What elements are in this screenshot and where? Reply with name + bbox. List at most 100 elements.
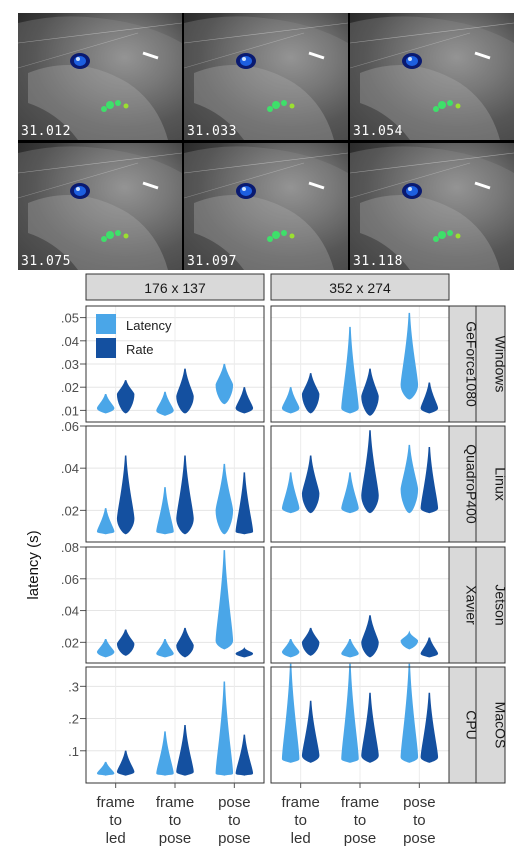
x-tick-label: pose bbox=[344, 830, 377, 847]
violin-latency bbox=[96, 393, 115, 414]
violin-latency bbox=[400, 663, 419, 763]
panel-border bbox=[85, 425, 265, 543]
facet-strip-row-gpu bbox=[446, 305, 477, 423]
violin-latency bbox=[215, 550, 234, 650]
facet-column-label: 176 x 137 bbox=[144, 280, 206, 296]
violin-latency bbox=[281, 387, 300, 414]
facet-row-gpu-label: GeForce1080 bbox=[464, 321, 480, 407]
facet-strip-row-platform bbox=[475, 666, 506, 784]
facet-row-gpu-label: CPU bbox=[464, 710, 480, 740]
panel-border bbox=[270, 546, 450, 664]
violin-rate bbox=[301, 627, 320, 656]
frame-timestamp: 31.033 bbox=[187, 124, 237, 139]
violin-latency bbox=[400, 444, 419, 514]
violin-latency bbox=[281, 663, 300, 763]
violin-rate bbox=[176, 627, 194, 658]
violin-rate bbox=[235, 647, 254, 658]
y-tick-label: .06 bbox=[61, 572, 79, 587]
x-tick-label: to bbox=[169, 812, 182, 829]
violin-rate bbox=[420, 382, 439, 414]
x-tick-label: pose bbox=[159, 830, 192, 847]
y-tick-label: .02 bbox=[61, 503, 79, 518]
panel-border bbox=[85, 546, 265, 664]
violin-latency bbox=[341, 663, 359, 763]
violin-rate bbox=[301, 455, 320, 514]
facet-strip-column bbox=[85, 273, 265, 301]
facet-strip-row-gpu bbox=[446, 546, 477, 664]
facet-strip-column bbox=[270, 273, 450, 301]
panel-border bbox=[85, 305, 265, 423]
x-tick-label: to bbox=[354, 812, 367, 829]
x-tick-label: frame bbox=[341, 794, 379, 811]
x-tick-label: frame bbox=[96, 794, 134, 811]
x-tick-label: led bbox=[106, 830, 126, 847]
violin-latency bbox=[215, 463, 234, 535]
violin-latency bbox=[341, 326, 359, 414]
x-tick-label: frame bbox=[281, 794, 319, 811]
facet-row-platform-label: MacOS bbox=[493, 702, 509, 749]
x-tick-label: to bbox=[413, 812, 426, 829]
violin-rate bbox=[235, 734, 254, 776]
violin-latency bbox=[96, 638, 115, 658]
y-tick-label: .06 bbox=[61, 419, 79, 434]
frame-timestamp: 31.097 bbox=[187, 254, 237, 269]
violin-rate bbox=[420, 692, 439, 763]
x-tick-label: to bbox=[228, 812, 241, 829]
video-frame: 31.012 bbox=[18, 13, 182, 140]
facet-strip-row-platform bbox=[475, 425, 506, 543]
violin-rate bbox=[361, 368, 379, 416]
violin-rate bbox=[176, 455, 194, 535]
video-frame: 31.097 bbox=[184, 143, 348, 270]
x-tick-label: to bbox=[294, 812, 307, 829]
video-frame: 31.054 bbox=[350, 13, 514, 140]
y-tick-label: .3 bbox=[68, 679, 79, 694]
violin-rate bbox=[361, 615, 379, 658]
facet-strip-row-gpu bbox=[446, 666, 477, 784]
violin-latency bbox=[156, 731, 174, 776]
video-frame: 31.118 bbox=[350, 143, 514, 270]
violin-latency bbox=[156, 638, 174, 658]
violin-latency bbox=[156, 487, 174, 535]
x-tick-label: pose bbox=[403, 794, 436, 811]
x-tick-label: to bbox=[109, 812, 122, 829]
violin-rate bbox=[116, 629, 135, 656]
violin-rate bbox=[361, 692, 379, 763]
x-tick-label: pose bbox=[218, 830, 251, 847]
violin-rate bbox=[176, 368, 194, 414]
violin-latency bbox=[341, 472, 359, 514]
legend-label-rate: Rate bbox=[126, 342, 153, 357]
violin-latency bbox=[215, 681, 234, 776]
facet-column-label: 352 x 274 bbox=[329, 280, 391, 296]
violin-latency bbox=[215, 363, 234, 405]
violin-latency bbox=[400, 630, 419, 650]
y-axis-title: latency (s) bbox=[25, 530, 42, 599]
violin-rate bbox=[420, 637, 439, 658]
violin-latency bbox=[281, 472, 300, 514]
x-tick-label: pose bbox=[403, 830, 436, 847]
violin-rate bbox=[235, 472, 254, 535]
x-tick-label: frame bbox=[156, 794, 194, 811]
video-frame: 31.033 bbox=[184, 13, 348, 140]
violin-rate bbox=[301, 700, 320, 763]
frame-timestamp: 31.054 bbox=[353, 124, 403, 139]
facet-strip-row-platform bbox=[475, 305, 506, 423]
violin-latency bbox=[281, 638, 300, 658]
violin-rate bbox=[176, 724, 194, 776]
violin-rate bbox=[116, 750, 135, 776]
facet-row-platform-label: Windows bbox=[493, 336, 509, 393]
y-tick-label: .08 bbox=[61, 540, 79, 555]
y-tick-label: .02 bbox=[61, 380, 79, 395]
frame-timestamp: 31.012 bbox=[21, 124, 71, 139]
y-tick-label: .04 bbox=[61, 334, 79, 349]
violin-latency bbox=[341, 638, 359, 658]
violin-chart: 176 x 137 352 x 274 latency (s) GeForce1080… bbox=[25, 273, 509, 847]
facet-row-platform-label: Jetson bbox=[493, 584, 509, 625]
y-tick-label: .01 bbox=[61, 403, 79, 418]
y-tick-label: .04 bbox=[61, 461, 79, 476]
facet-row-gpu-label: QuadroP400 bbox=[464, 444, 480, 524]
violin-latency bbox=[96, 508, 115, 535]
frame-timestamp: 31.118 bbox=[353, 254, 403, 269]
facet-strip-row-platform bbox=[475, 546, 506, 664]
violin-rate bbox=[420, 447, 439, 514]
violin-rate bbox=[361, 430, 379, 514]
